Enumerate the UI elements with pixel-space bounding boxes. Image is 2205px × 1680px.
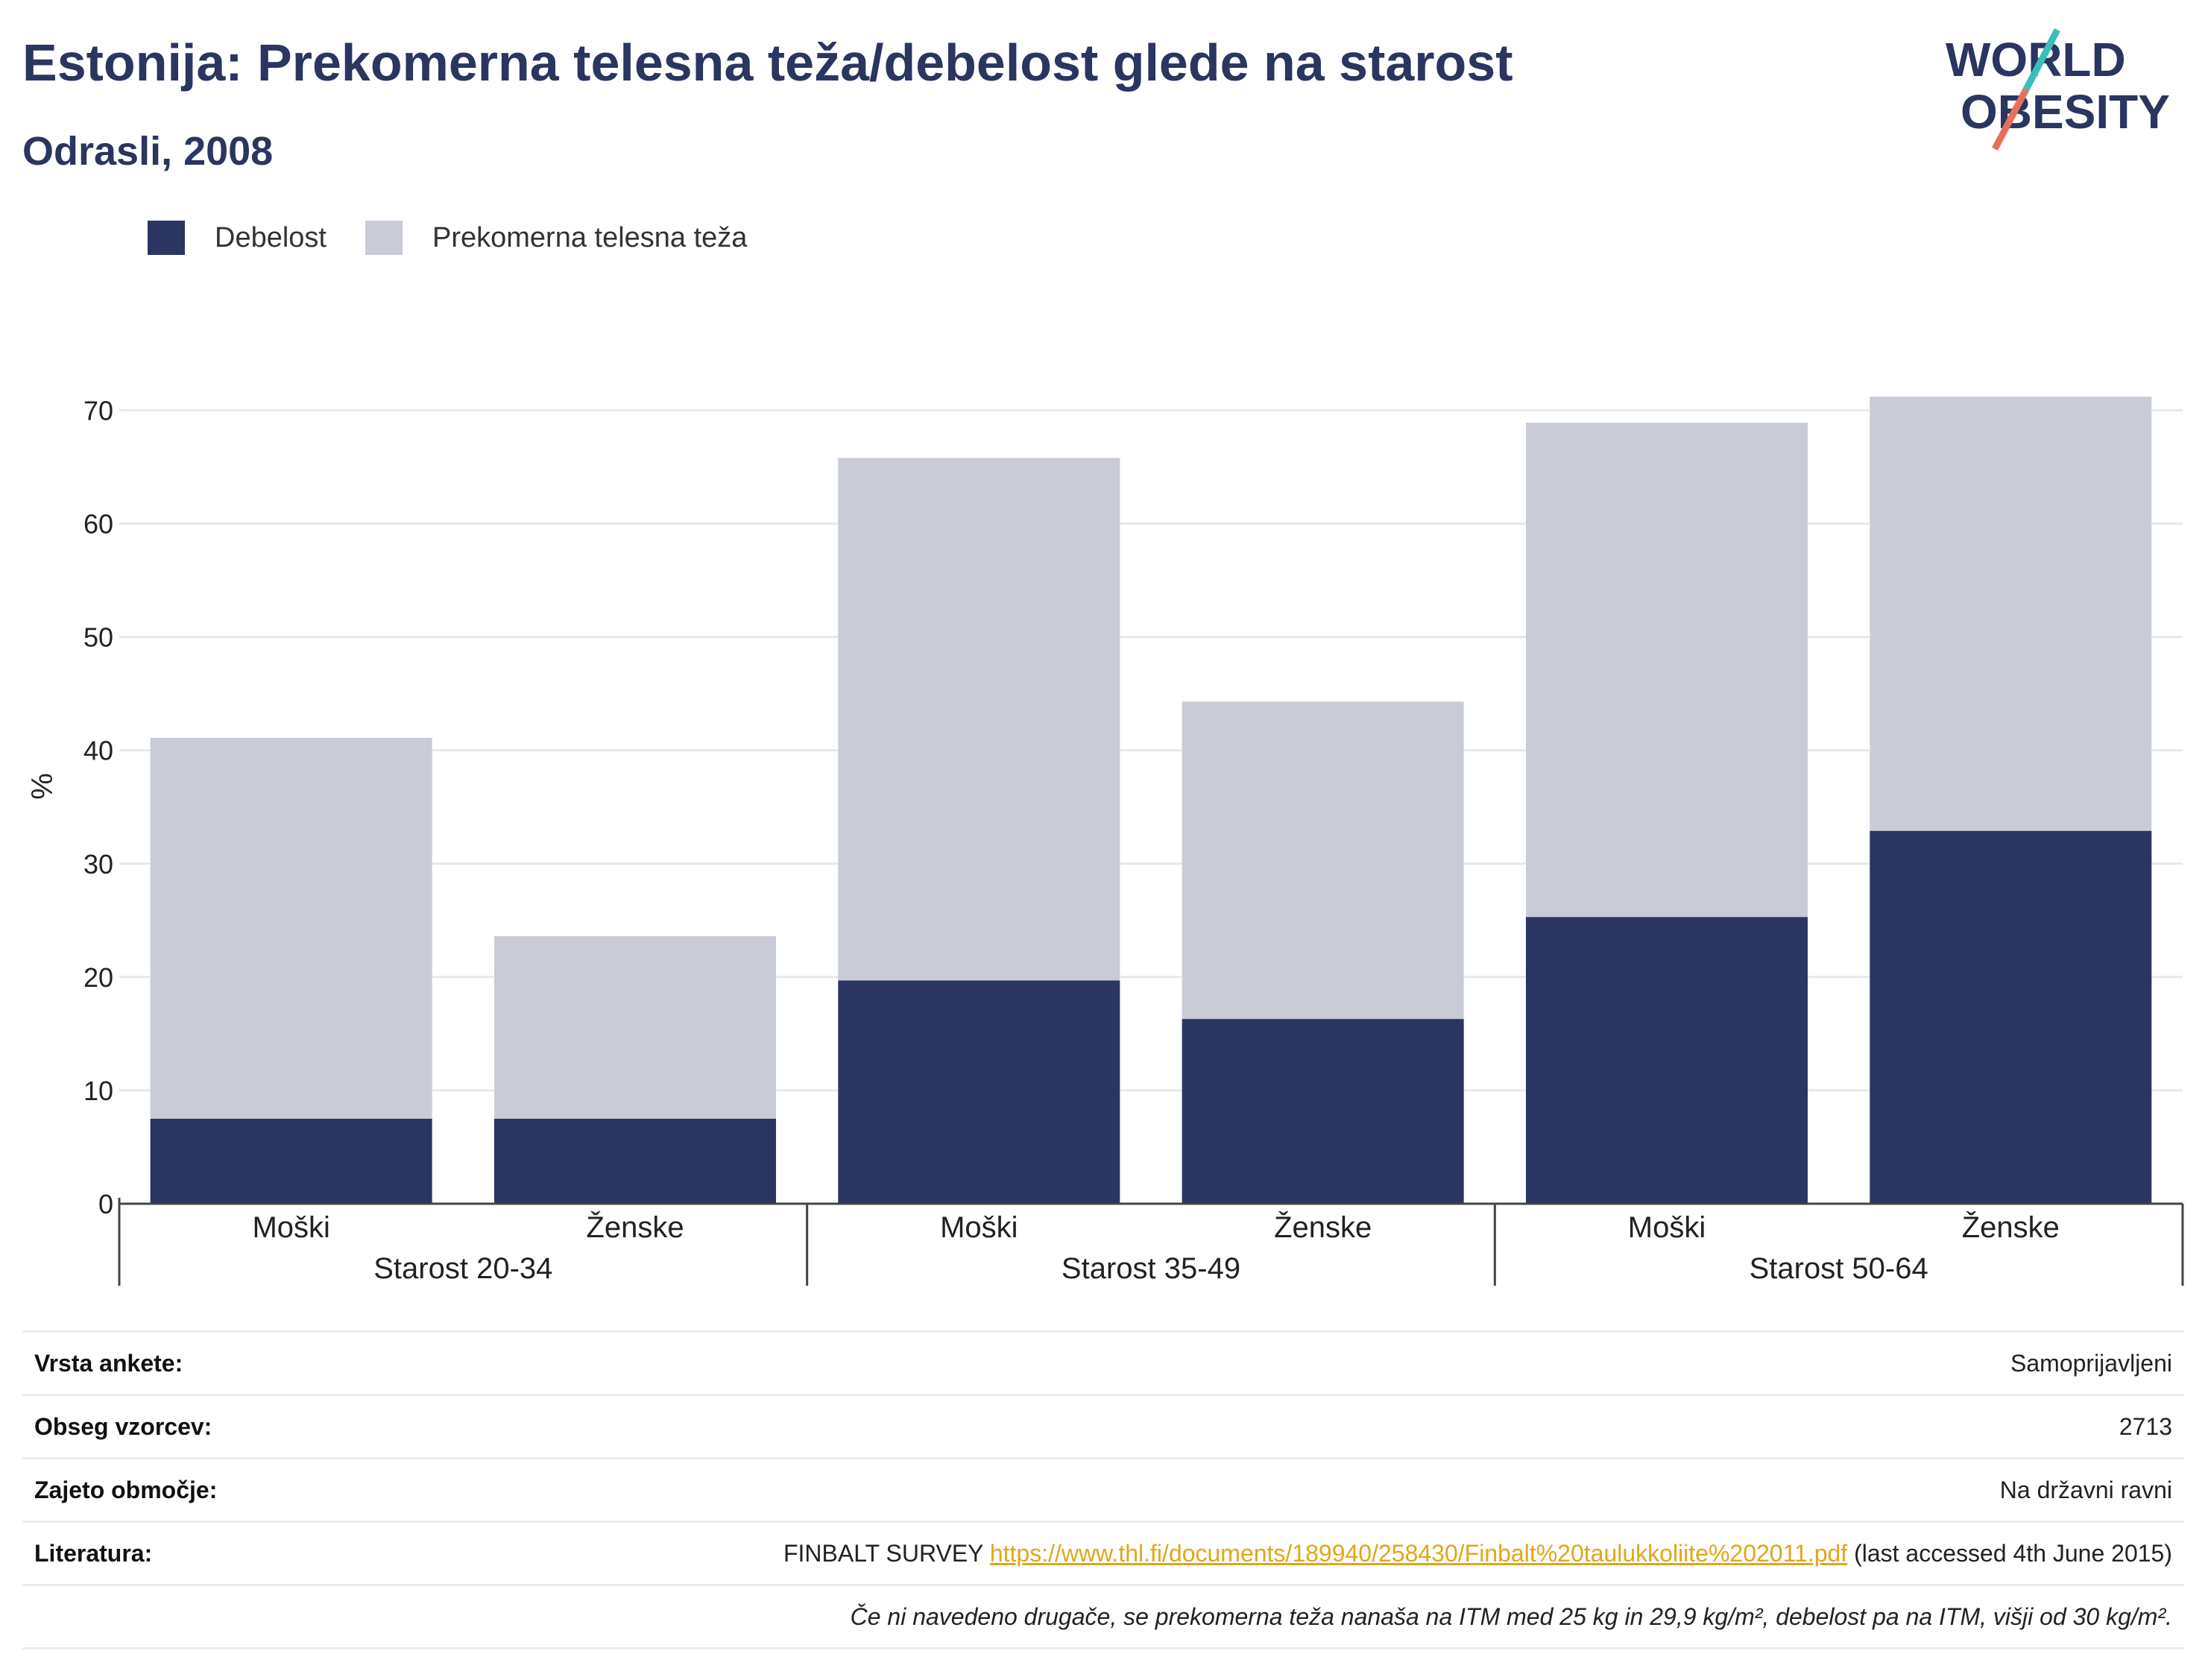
y-tick-label: 20 — [83, 962, 113, 993]
y-tick-label: 60 — [83, 509, 113, 540]
world-obesity-logo: WORLD OBESITY — [1946, 28, 2170, 151]
logo-slash-teal — [2023, 28, 2060, 92]
logo-slash-red — [1992, 87, 2029, 151]
x-group-label: Starost 35-49 — [1062, 1252, 1240, 1285]
x-category-label: Moški — [1628, 1211, 1706, 1244]
info-value-sample-size: 2713 — [2119, 1412, 2172, 1440]
bar-overweight — [838, 458, 1120, 981]
bar-obesity — [838, 980, 1120, 1204]
info-label-references: Literatura: — [34, 1539, 153, 1567]
info-table: Vrsta ankete: Samoprijavljeni Obseg vzor… — [22, 1330, 2184, 1649]
x-category-label: Moški — [252, 1211, 329, 1244]
y-tick-label: 50 — [83, 622, 113, 653]
x-category-label: Ženske — [1962, 1210, 2060, 1244]
logo-line1: WORLD — [1946, 33, 2126, 86]
bar-obesity — [150, 1118, 432, 1204]
x-category-label: Ženske — [1274, 1210, 1372, 1244]
y-axis-label: % — [26, 773, 59, 800]
y-tick-label: 0 — [98, 1189, 113, 1219]
reference-source: FINBALT SURVEY — [783, 1539, 990, 1567]
info-row-references: Literatura: FINBALT SURVEY https://www.t… — [22, 1523, 2184, 1586]
legend-swatch-obesity — [148, 221, 185, 255]
info-row-survey-type: Vrsta ankete: Samoprijavljeni — [22, 1330, 2184, 1396]
bar-overweight — [1870, 397, 2152, 831]
legend-label-obesity: Debelost — [215, 221, 327, 253]
x-group-label: Starost 20-34 — [373, 1252, 552, 1285]
info-value-area: Na državni ravni — [1999, 1476, 2172, 1503]
legend: Debelost Prekomerna telesna teža — [148, 221, 786, 255]
bar-obesity — [1870, 830, 2152, 1204]
info-value-references: FINBALT SURVEY https://www.thl.fi/docume… — [783, 1540, 2184, 1567]
info-value-survey-type: Samoprijavljeni — [2010, 1349, 2172, 1377]
logo-line2: OBESITY — [1960, 85, 2170, 139]
bar-obesity — [1182, 1019, 1464, 1204]
legend-label-overweight: Prekomerna telesna teža — [432, 221, 748, 253]
x-category-label: Ženske — [586, 1210, 684, 1244]
info-row-note: Če ni navedeno drugače, se prekomerna te… — [22, 1586, 2184, 1649]
legend-swatch-overweight — [365, 221, 403, 255]
legend-item-obesity[interactable]: Debelost — [148, 221, 327, 255]
bar-obesity — [1526, 917, 1808, 1204]
bar-obesity — [494, 1118, 776, 1204]
info-row-sample-size: Obseg vzorcev: 2713 — [22, 1396, 2184, 1459]
y-tick-label: 40 — [83, 736, 113, 766]
x-group-label: Starost 50-64 — [1750, 1252, 1928, 1285]
bar-chart: 0 10 20 30 40 50 60 70% Moški Ženske Moški Ženske Mo… — [26, 395, 2184, 1286]
chart-subtitle: Odrasli, 2008 — [22, 129, 274, 174]
reference-link[interactable]: https://www.thl.fi/documents/189940/2584… — [989, 1539, 1848, 1567]
info-label-survey-type: Vrsta ankete: — [34, 1349, 183, 1377]
y-tick-label: 10 — [83, 1076, 113, 1106]
reference-accessed: (last accessed 4th June 2015) — [1847, 1539, 2172, 1567]
info-label-area: Zajeto območje: — [34, 1476, 218, 1503]
y-tick-label: 30 — [83, 849, 113, 880]
info-row-area: Zajeto območje: Na državni ravni — [22, 1459, 2184, 1523]
chart-title: Estonija: Prekomerna telesna teža/debelo… — [22, 34, 1513, 92]
info-label-sample-size: Obseg vzorcev: — [34, 1412, 212, 1440]
definition-note: Če ni navedeno drugače, se prekomerna te… — [850, 1602, 2172, 1630]
bar-overweight — [1182, 701, 1464, 1020]
x-category-label: Moški — [940, 1211, 1018, 1244]
legend-item-overweight[interactable]: Prekomerna telesna teža — [365, 221, 747, 255]
bar-overweight — [494, 936, 776, 1119]
y-tick-label: 70 — [83, 395, 113, 426]
bar-overweight — [150, 737, 432, 1119]
bar-overweight — [1526, 423, 1808, 918]
